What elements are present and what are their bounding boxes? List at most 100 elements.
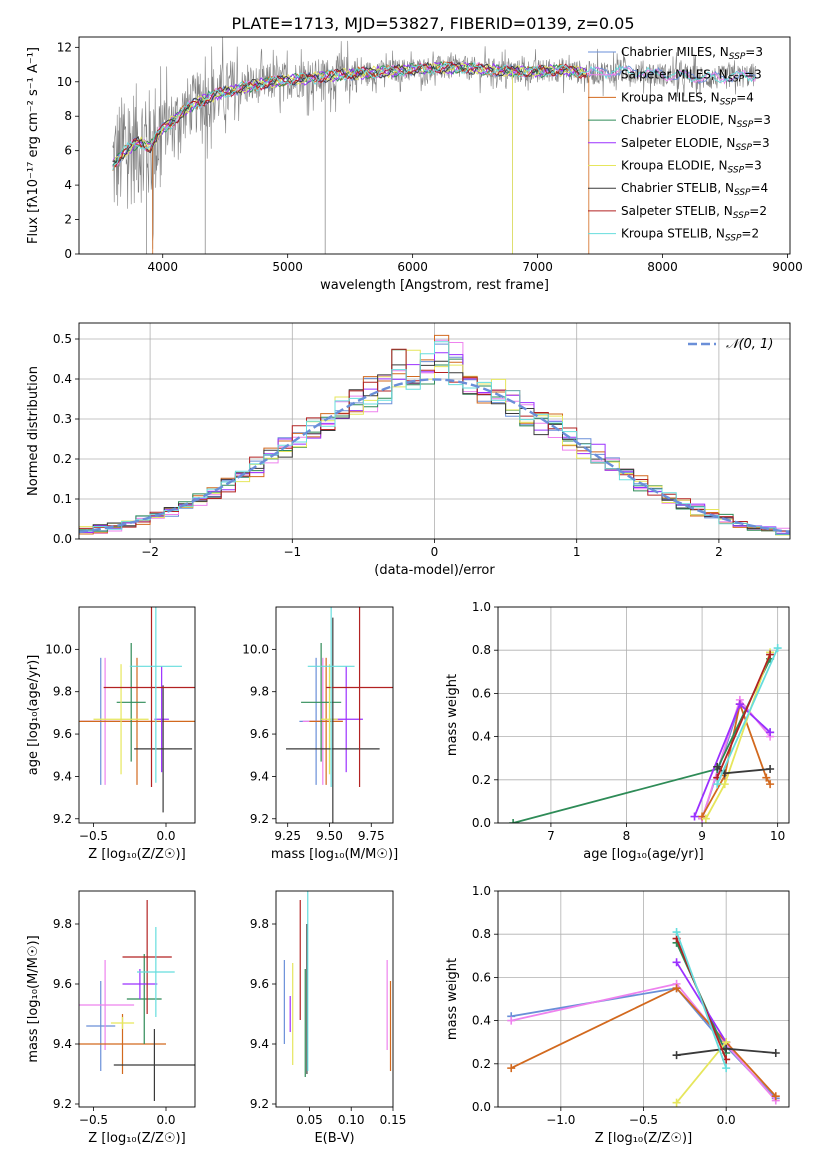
mass-weight-marker [507,1064,516,1073]
y-tick-label: 0.3 [53,412,72,426]
y-tick-label: 0.2 [53,452,72,466]
error-bar-point [110,1017,135,1029]
y-tick-label: 9.6 [250,977,269,991]
error-bar-point [137,927,175,1017]
legend-label: Kroupa STELIB, NSSP=2 [621,227,759,244]
axes-frame [78,36,791,255]
y-tick-label: 9.4 [250,1037,269,1051]
legend-subscript: SSP [720,97,737,107]
model-fit-line [112,61,757,171]
axes-frame [275,890,394,1108]
y-tick-label: 9.8 [53,685,72,699]
axes-frame [78,890,196,1108]
error-bar-point [307,607,355,787]
mass-weight-marker [771,1092,780,1101]
x-tick-label: 10 [770,829,785,843]
x-tick-label: 7000 [522,260,553,274]
error-bar-point [79,657,195,785]
legend-label: Chabrier ELODIE, NSSP=3 [621,113,771,130]
legend-subscript: SSP [729,52,746,62]
normal-curve [79,378,790,534]
error-bar-point [134,685,193,813]
figure-title: PLATE=1713, MJD=53827, FIBERID=0139, z=0… [231,14,634,33]
y-tick-label: 9.2 [250,812,269,826]
x-tick-label: 4000 [147,260,178,274]
legend-suffix: =3 [745,45,763,59]
x-tick-label: 0 [431,545,439,559]
y-tick-label: 0.1 [53,492,72,506]
plot-area [286,607,393,823]
y-axis-label: age [log₁₀(age/yr)] [26,655,41,776]
y-tick-label: 2 [64,213,72,227]
plot-area [509,644,782,823]
legend-suffix: =2 [749,204,767,218]
legend-subscript: SSP [734,188,751,198]
panel-spectrum: 4000 5000 6000 7000 8000 9000 0 2 4 6 8 10 12 wavelen… [26,36,803,293]
axes-frame [275,606,394,824]
mass-weight-line [512,658,771,823]
model-fit-line [112,61,588,168]
x-axis-label: (data-model)/error [374,563,495,578]
mass-weight-line [675,1041,727,1104]
x-tick-label: −0.5 [629,1113,658,1127]
legend-label: Salpeter MILES, NSSP=3 [621,68,762,85]
axes-frame [497,606,790,824]
legend-subscript: SSP [728,166,745,176]
y-tick-label: 10 [57,75,72,89]
residual-histogram [79,348,790,532]
error-bar-point [122,969,158,999]
y-tick-label: 9.2 [250,1097,269,1111]
mass-weight-marker [672,928,681,937]
legend-suffix: =3 [744,159,762,173]
x-tick-label: −1 [283,545,301,559]
x-tick-label: 7 [547,829,555,843]
x-tick-label: −2 [141,545,159,559]
y-tick-label: 0.8 [472,927,491,941]
mass-weight-marker [766,728,775,737]
legend-subscript: SSP [735,143,752,153]
legend-suffix: =4 [736,90,754,104]
y-tick-label: 9.6 [53,977,72,991]
x-axis-label: E(B-V) [314,1131,354,1146]
mass-weight-marker [713,780,722,789]
legend-subscript: SSP [737,120,754,130]
y-axis-label: mass [log₁₀(M/M☉)] [26,935,41,1062]
error-bar-point [79,960,135,1050]
model-fit-line [112,62,588,162]
legend-text: Kroupa MILES, N [621,90,720,104]
legend-label: Chabrier MILES, NSSP=3 [621,45,763,62]
y-tick-label: 9.8 [53,917,72,931]
mass-weight-marker [672,984,681,993]
x-axis-label: Z [log₁₀(Z/Z☉)] [595,1131,692,1146]
legend-subscript: SSP [733,211,750,221]
legend-text: Kroupa ELODIE, N [621,159,728,173]
y-axis-label: mass weight [445,674,460,756]
plot-area [283,891,392,1077]
plot-area [507,928,780,1107]
legend-label: Kroupa ELODIE, NSSP=3 [621,159,762,176]
model-fit-line [112,61,588,171]
y-tick-label: 0.2 [472,773,491,787]
plot-area [79,900,195,1101]
legend-suffix: =4 [751,181,769,195]
plot-area [79,607,195,813]
error-bar-point [103,607,195,787]
mass-weight-marker [672,958,681,967]
y-tick-label: 0.4 [472,1014,491,1028]
x-tick-label: −1.0 [546,1113,575,1127]
mass-weight-line [701,700,771,817]
mass-weight-marker [672,1051,681,1060]
mass-weight-line [716,654,771,778]
y-tick-label: 12 [57,40,72,54]
legend-suffix: =3 [752,136,770,150]
legend-label: 𝒩(0, 1) [726,337,773,352]
y-axis-label: mass weight [445,958,460,1040]
y-tick-label: 0.8 [472,643,491,657]
x-tick-label: 2 [715,545,723,559]
y-tick-label: 0.0 [472,1100,491,1114]
error-bar-point [113,1029,195,1101]
x-tick-label: 1 [573,545,581,559]
legend-text: Salpeter ELODIE, N [621,136,735,150]
legend-subscript: SSP [728,75,745,85]
